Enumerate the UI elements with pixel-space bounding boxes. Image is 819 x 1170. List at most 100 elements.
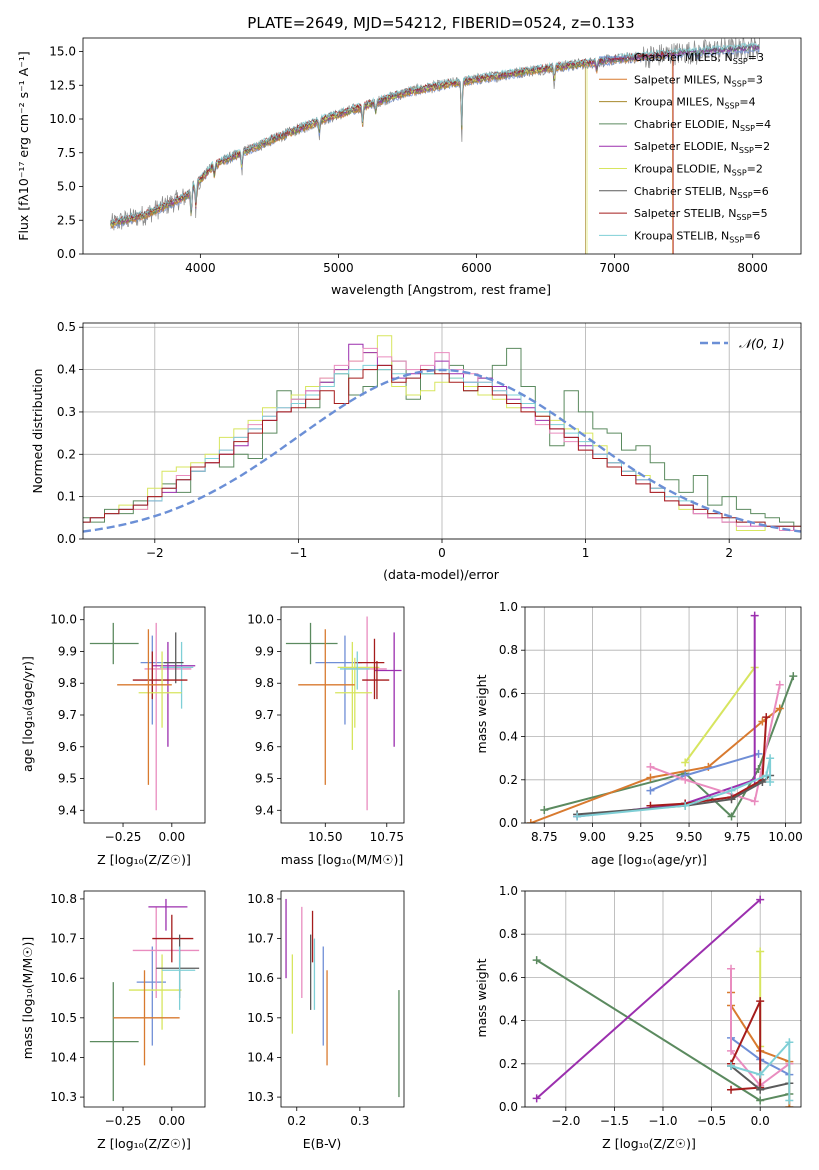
- y-tick-label: 9.9: [255, 644, 274, 658]
- weight-series: [526, 611, 798, 823]
- weight-marker: [573, 812, 582, 821]
- y-tick-label: 0.0: [57, 247, 76, 261]
- legend-label-count: =4: [755, 118, 771, 131]
- weight-line-pink: [730, 968, 790, 1087]
- y-tick-label: 0.4: [499, 730, 518, 744]
- weight-marker: [785, 1096, 794, 1105]
- histogram-series: [83, 335, 801, 533]
- legend-label: Salpeter ELODIE, NSSP=2: [634, 140, 770, 155]
- y-tick-label: 9.5: [255, 772, 274, 786]
- x-tick-label: 9.25: [627, 830, 654, 844]
- legend-label: Salpeter MILES, NSSP=3: [634, 73, 763, 88]
- axes-frame: [280, 890, 405, 1108]
- legend-label: Kroupa ELODIE, NSSP=2: [634, 163, 763, 178]
- legend-label-subscript: SSP: [729, 235, 744, 244]
- weight-marker: [540, 806, 549, 815]
- axes-frame: [83, 606, 206, 824]
- x-tick-label: 4000: [185, 261, 216, 275]
- y-tick-label: 9.6: [58, 740, 77, 754]
- y-tick-label: 5.0: [57, 180, 76, 194]
- x-tick-label: 5000: [323, 261, 354, 275]
- y-tick-label: 0.0: [499, 1100, 518, 1114]
- legend-label-text: Kroupa STELIB, N: [634, 229, 729, 242]
- y-tick-label: 9.8: [255, 676, 274, 690]
- errorbar-points: [285, 616, 402, 811]
- weight-marker: [756, 997, 765, 1006]
- age-vs-metallicity-panel: Z [log₁₀(Z/Z☉)] age [log₁₀(age/yr)] −0.2…: [20, 606, 206, 867]
- weight-marker: [646, 762, 655, 771]
- age-mass-xlabel: mass [log₁₀(M/M☉)]: [281, 852, 403, 867]
- spectrum-xlabel: wavelength [Angstrom, rest frame]: [331, 282, 551, 297]
- x-tick-label: 2: [725, 546, 733, 560]
- x-tick-label: −0.5: [697, 1114, 726, 1128]
- weight-marker: [727, 1046, 736, 1055]
- weight-z-ylabel: mass weight: [474, 958, 489, 1037]
- legend-label-subscript: SSP: [732, 169, 747, 178]
- legend-label-subscript: SSP: [739, 146, 754, 155]
- y-tick-label: 0.8: [499, 643, 518, 657]
- model-spectrum-kroupa-elodie: [110, 59, 588, 254]
- y-tick-label: 10.0: [247, 613, 274, 627]
- axes-frame: [524, 890, 802, 1108]
- legend-label: 𝒩(0, 1): [739, 336, 785, 351]
- mass-z-xlabel: Z [log₁₀(Z/Z☉)]: [97, 1136, 191, 1151]
- weight-marker: [532, 956, 541, 965]
- weight-line-kroupa-elodie: [684, 666, 756, 764]
- x-tick-label: −1.0: [648, 1114, 677, 1128]
- x-tick-label: −2.0: [551, 1114, 580, 1128]
- y-tick-label: 9.7: [255, 708, 274, 722]
- weight-marker: [681, 775, 690, 784]
- legend-label: Chabrier STELIB, NSSP=6: [634, 185, 769, 200]
- observed-spectrum-line: [110, 38, 760, 231]
- axes-frame: [524, 606, 802, 824]
- y-tick-label: 9.6: [255, 740, 274, 754]
- histogram-step-salpeter-stelib: [83, 364, 801, 527]
- y-tick-label: 9.5: [58, 772, 77, 786]
- legend-label-count: =2: [747, 163, 763, 176]
- weight-marker: [727, 1061, 736, 1070]
- x-tick-label: 0.2: [287, 1114, 306, 1128]
- x-tick-label: 9.50: [676, 830, 703, 844]
- mass-ebv-xlabel: E(B-V): [303, 1136, 342, 1151]
- weight-vs-metallicity-panel: Z [log₁₀(Z/Z☉)] mass weight −2.0 −1.5 −1.0…: [474, 884, 802, 1151]
- weight-marker: [727, 795, 736, 804]
- weight-line-kroupa-stelib: [730, 1039, 791, 1101]
- legend-label-subscript: SSP: [736, 213, 751, 222]
- legend-label-text: Chabrier STELIB, N: [634, 185, 738, 198]
- legend-label-subscript: SSP: [724, 102, 739, 111]
- y-tick-label: 10.6: [50, 971, 77, 985]
- weight-marker: [756, 1085, 765, 1094]
- y-tick-label: 10.5: [247, 1011, 274, 1025]
- legend-label-text: Kroupa MILES, N: [634, 96, 724, 109]
- model-spectrum-kroupa-stelib: [110, 42, 760, 223]
- legend-label: Chabrier ELODIE, NSSP=4: [634, 118, 771, 133]
- legend-label-text: Chabrier ELODIE, N: [634, 118, 740, 131]
- histogram-ylabel: Normed distribution: [30, 369, 45, 494]
- y-tick-label: 0.2: [57, 447, 76, 461]
- y-tick-label: 15.0: [49, 45, 76, 59]
- legend-label-subscript: SSP: [740, 124, 755, 133]
- y-tick-label: 2.5: [57, 213, 76, 227]
- x-tick-label: 1: [582, 546, 590, 560]
- plot-area-4: [525, 606, 801, 824]
- x-tick-label: 0.00: [158, 1114, 185, 1128]
- weight-z-xlabel: Z [log₁₀(Z/Z☉)]: [602, 1136, 696, 1151]
- legend-label-count: =4: [739, 96, 755, 109]
- weight-marker: [756, 947, 765, 956]
- x-tick-label: 7000: [599, 261, 630, 275]
- x-tick-label: 10.75: [370, 830, 404, 844]
- y-tick-label: 10.6: [247, 971, 274, 985]
- legend-label-text: Kroupa ELODIE, N: [634, 163, 732, 176]
- x-tick-label: 8000: [737, 261, 768, 275]
- weight-age-ylabel: mass weight: [474, 674, 489, 753]
- histogram-step-salpeter-elodie: [83, 343, 801, 531]
- y-tick-label: 7.5: [57, 146, 76, 160]
- y-tick-label: 10.7: [50, 932, 77, 946]
- weight-marker: [727, 964, 736, 973]
- weight-age-xlabel: age [log₁₀(age/yr)]: [591, 852, 707, 867]
- axes-frame: [280, 606, 405, 824]
- y-tick-label: 0.8: [499, 927, 518, 941]
- weight-line-pink: [650, 684, 781, 803]
- y-tick-label: 0.4: [499, 1014, 518, 1028]
